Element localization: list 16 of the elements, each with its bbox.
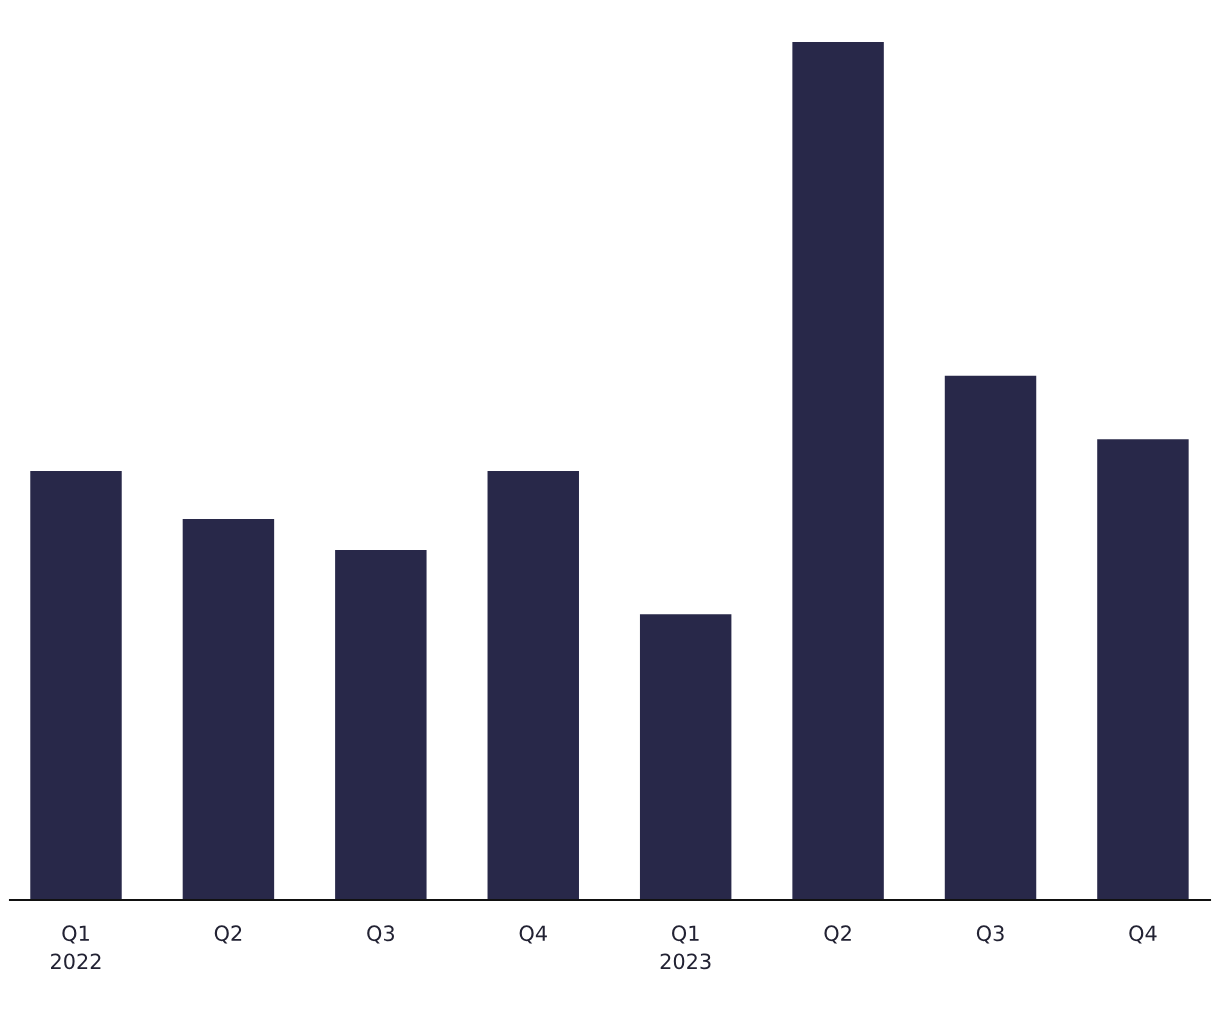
bar — [944, 375, 1037, 900]
x-tick-label: Q3 — [976, 925, 1004, 944]
bar — [639, 614, 732, 900]
bar — [30, 471, 122, 900]
x-tick-label: Q4 — [1129, 925, 1157, 944]
bar — [1097, 439, 1189, 900]
x-tick-label: Q1 2023 — [660, 925, 711, 970]
x-tick-label: Q1 2022 — [51, 925, 101, 970]
bar — [182, 519, 275, 900]
x-tick-label: Q3 — [367, 925, 394, 944]
x-tick-label: Q2 — [214, 925, 242, 944]
x-tick-label: Q4 — [519, 925, 547, 944]
bar — [487, 471, 579, 900]
bar — [792, 42, 884, 900]
x-tick-label: Q2 — [824, 925, 851, 944]
bar — [335, 549, 427, 900]
